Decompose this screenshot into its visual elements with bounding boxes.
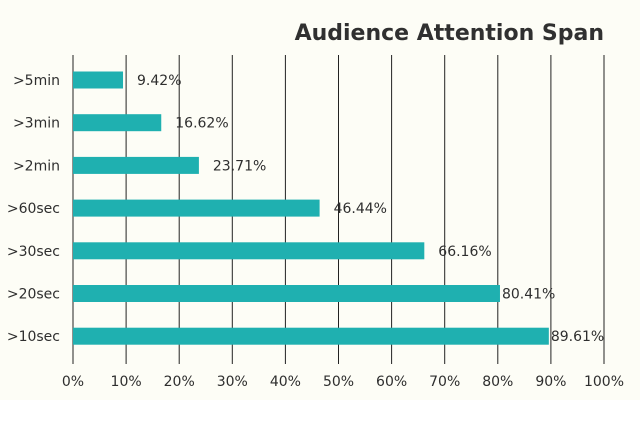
x-tick-label: 80% bbox=[482, 374, 513, 390]
category-label: >3min bbox=[13, 116, 60, 132]
bar bbox=[73, 71, 124, 89]
x-tick-label: 100% bbox=[584, 374, 624, 390]
bar bbox=[73, 285, 500, 302]
category-label: >5min bbox=[13, 73, 60, 89]
x-tick-label: 30% bbox=[217, 374, 248, 390]
data-label: 23.71% bbox=[213, 158, 266, 174]
data-labels: 9.42% 16.62% 23.71% 46.44% 66.16% 80.41% 89.61… bbox=[137, 73, 604, 345]
data-label: 9.42% bbox=[137, 73, 181, 89]
x-tick-label: 0% bbox=[62, 374, 84, 390]
data-label: 66.16% bbox=[438, 244, 491, 260]
x-tick-label: 70% bbox=[429, 374, 460, 390]
category-label: >60sec bbox=[7, 201, 60, 217]
x-tick-label: 60% bbox=[376, 374, 407, 390]
data-label: 89.61% bbox=[551, 329, 604, 345]
chart-title: Audience Attention Span bbox=[295, 21, 604, 46]
x-tick-labels: 0% 10% 20% 30% 40% 50% 60% 70% 80% 90% 100% bbox=[62, 374, 624, 390]
category-label: >10sec bbox=[7, 329, 60, 345]
bar-chart: Audience Attention Span >5min>3min>2min>… bbox=[7, 21, 624, 390]
bar bbox=[73, 327, 549, 345]
bar bbox=[73, 114, 162, 132]
data-label: 80.41% bbox=[502, 287, 555, 303]
x-tick-label: 50% bbox=[323, 374, 354, 390]
bar bbox=[73, 199, 320, 217]
category-label: >20sec bbox=[7, 287, 60, 303]
x-tick-label: 40% bbox=[270, 374, 301, 390]
bar bbox=[73, 242, 425, 260]
x-tick-label: 90% bbox=[535, 374, 566, 390]
bars bbox=[73, 71, 549, 345]
data-label: 16.62% bbox=[175, 116, 228, 132]
x-tick-label: 20% bbox=[164, 374, 195, 390]
x-tick-label: 10% bbox=[111, 374, 142, 390]
data-label: 46.44% bbox=[334, 201, 387, 217]
category-label: >2min bbox=[13, 158, 60, 174]
category-labels: >5min >3min >2min >60sec >30sec >20sec >10sec bbox=[7, 73, 60, 345]
category-label: >30sec bbox=[7, 244, 60, 260]
bar bbox=[73, 156, 199, 174]
chart-container: Audience Attention Span >5min >3min >2min >… bbox=[6, 21, 625, 390]
